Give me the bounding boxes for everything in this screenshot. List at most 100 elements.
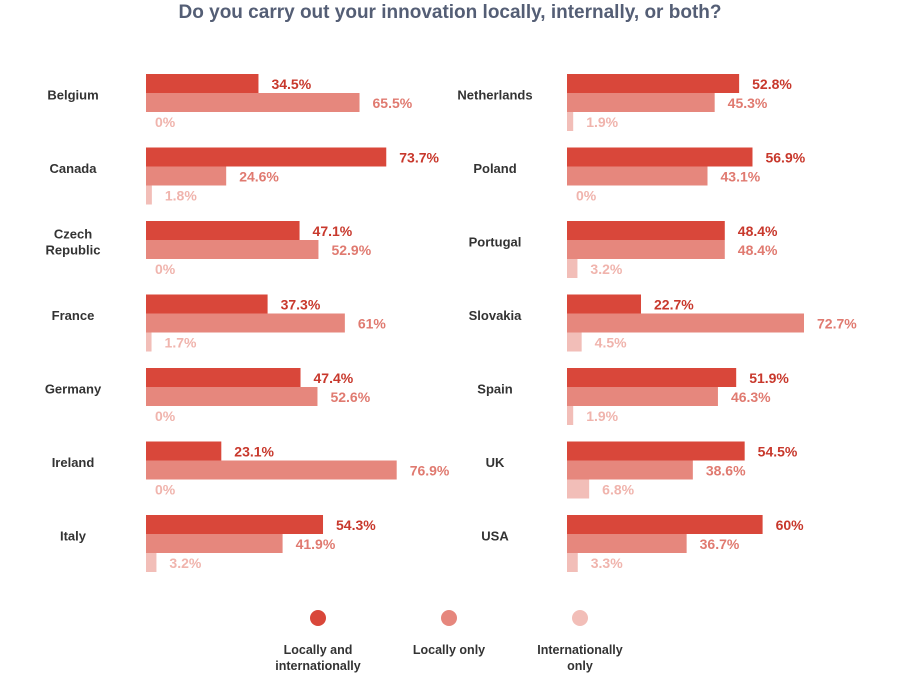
bar [567,515,763,534]
bar [567,240,725,259]
data-label: 73.7% [399,150,439,166]
category-group: Italy 54.3%41.9% 3.2% [60,515,376,572]
bar [146,553,157,572]
bar [567,166,708,186]
bar [567,406,574,425]
bar [146,332,152,352]
data-label: 0% [576,188,597,204]
category-label: France [52,308,95,323]
data-label: 22.7% [654,297,694,313]
category-group: Spain 51.9% 46.3% 1.9% [477,368,789,425]
bar [567,313,805,333]
category-label: Poland [473,161,516,176]
category-group: Netherlands 52.8% 45.3% 1.9% [457,74,792,131]
bar [567,479,590,499]
data-label: 43.1% [721,169,761,185]
bar [146,294,268,314]
data-label: 0% [155,408,176,424]
data-label: 1.9% [586,114,618,130]
bar [146,515,324,534]
data-label: 65.5% [373,95,413,111]
category-label: Czech Republic [46,227,101,258]
bar [146,74,259,93]
bar [146,240,319,259]
data-label: 1.7% [165,335,197,351]
data-label: 36.7% [700,536,740,552]
legend-item: Locally and internationally [275,610,361,673]
category-group: Germany 47.4% 52.6% 0% [45,368,371,424]
data-label: 3.2% [590,261,622,277]
data-label: 1.8% [165,188,197,204]
data-label: 47.4% [314,370,354,386]
bar [567,534,687,553]
data-label: 24.6% [239,169,279,185]
data-label: 0% [155,114,176,130]
bar [567,368,737,387]
data-label: 0% [155,482,176,498]
data-label: 38.6% [706,463,746,479]
data-label: 52.8% [752,76,792,92]
legend-item: Internationally only [537,610,623,673]
bar [567,553,578,572]
data-label: 23.1% [234,444,274,460]
bar [146,534,283,553]
data-label: 1.9% [586,408,618,424]
bar [146,185,152,205]
category-label: Belgium [47,88,98,103]
data-label: 72.7% [817,316,857,332]
bar [567,74,740,93]
bar [567,147,753,167]
legend-label: Locally only [413,643,485,657]
bar [146,460,397,480]
data-label: 56.9% [765,150,805,166]
data-label: 41.9% [296,536,336,552]
category-group: Slovakia 22.7% 72.7% 4.5% [469,294,857,352]
category-group: Canada 73.7% 24.6% 1.8% [50,147,440,205]
bar [146,387,318,406]
category-label: Portugal [469,235,522,250]
category-group: Portugal 48.4% 48.4% 3.2% [469,221,778,278]
category-group: UK 54.5% 38.6% 6.8% [486,441,798,499]
legend-swatch [441,610,457,626]
category-label: Netherlands [457,88,532,103]
data-label: 37.3% [281,297,321,313]
data-label: 61% [358,316,387,332]
bar [567,93,715,112]
bar [567,441,745,461]
legend-label: Internationally only [537,643,622,673]
data-label: 45.3% [728,95,768,111]
data-label: 34.5% [271,76,311,92]
bar [146,166,227,186]
category-label: UK [486,455,505,470]
data-label: 54.3% [336,517,376,533]
bar [567,112,574,131]
category-group: Czech Republic 47.1% 52.9% 0% [46,221,372,277]
bar [146,441,222,461]
data-label: 6.8% [602,482,634,498]
category-label: Ireland [52,455,95,470]
legend-item: Locally only [413,610,485,657]
bar [567,294,642,314]
data-label: 47.1% [313,223,353,239]
data-label: 51.9% [749,370,789,386]
legend-label: Locally and internationally [275,643,360,673]
data-label: 60% [776,517,805,533]
category-group: Poland 56.9%43.1% 0% [473,147,806,204]
data-label: 52.6% [330,389,370,405]
category-group: Ireland 23.1% 76.9% 0% [52,441,450,498]
data-label: 3.3% [591,555,623,571]
category-label: USA [481,529,509,544]
data-label: 54.5% [758,444,798,460]
bar [146,368,301,387]
legend-swatch [572,610,588,626]
data-label: 48.4% [738,223,778,239]
legend-swatch [310,610,326,626]
bar [146,221,300,240]
bar [567,460,693,480]
data-label: 46.3% [731,389,771,405]
data-label: 48.4% [738,242,778,258]
data-label: 76.9% [410,463,450,479]
data-label: 0% [155,261,176,277]
bar [146,93,360,112]
